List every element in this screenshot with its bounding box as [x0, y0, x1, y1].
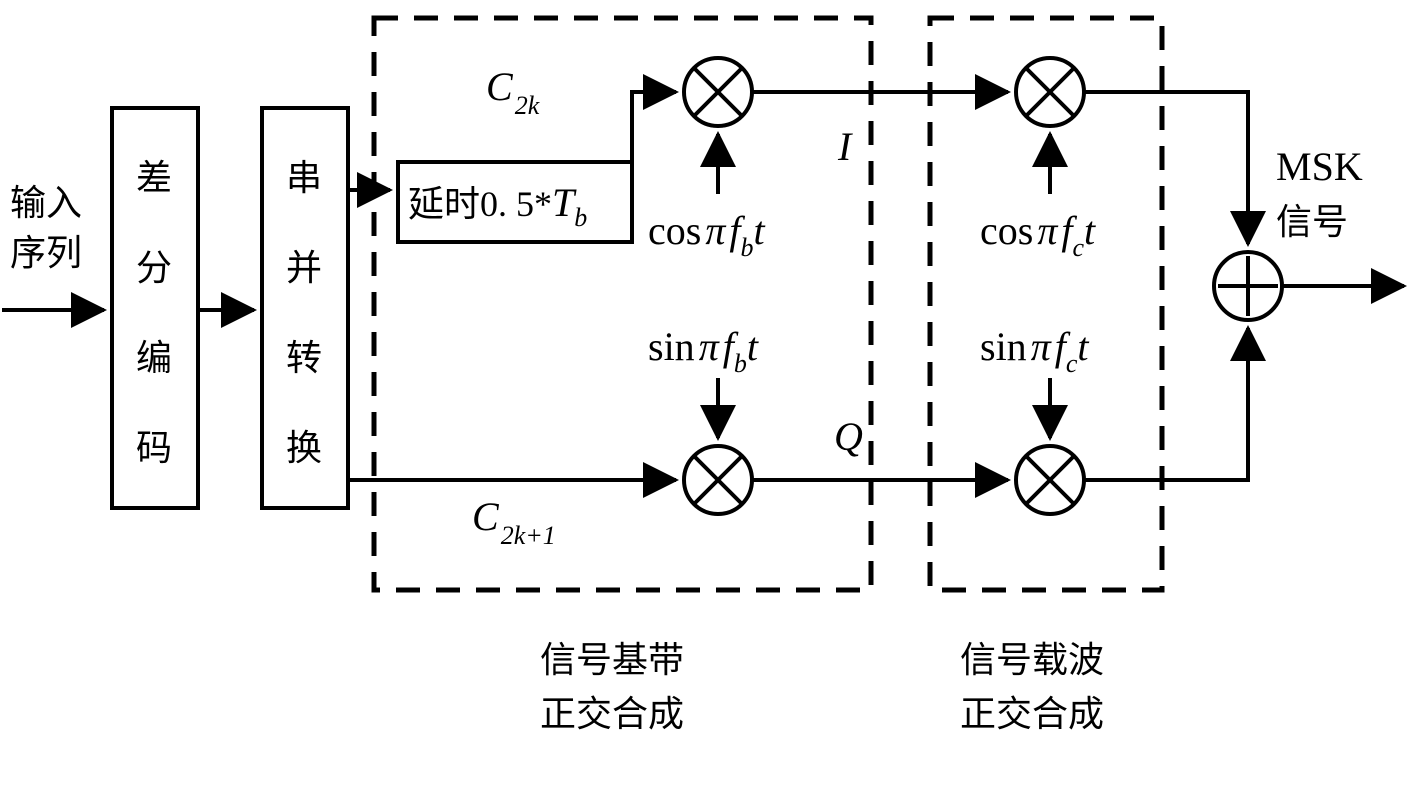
block-sp-l4: 换 — [286, 428, 322, 468]
arrow-crbot-adder — [1084, 328, 1248, 480]
input-label-1: 输入 — [10, 183, 82, 223]
caption-bb-2: 正交合成 — [540, 694, 684, 734]
block-sp-l2: 并 — [286, 248, 322, 288]
block-diff-l1: 差 — [136, 158, 172, 198]
dashbox-carrier — [930, 18, 1162, 590]
dashbox-baseband — [374, 18, 871, 590]
block-delay-text: 延时0. 5*Tb — [408, 180, 587, 232]
I-label: I — [837, 124, 853, 169]
c2k1-label: C2k+1 — [472, 494, 556, 550]
mult-bb-bot — [684, 446, 752, 514]
caption-cr-2: 正交合成 — [960, 694, 1104, 734]
block-diff-l3: 编 — [136, 338, 172, 378]
msk-label-2: 信号 — [1276, 202, 1348, 242]
Q-label: Q — [834, 414, 863, 459]
cos-bb-label: cosπfbt — [648, 208, 766, 262]
block-diff-l2: 分 — [136, 248, 172, 288]
block-sp-l1: 串 — [286, 158, 322, 198]
block-diff-l4: 码 — [136, 428, 172, 468]
cos-cr-label: cosπfct — [980, 208, 1096, 262]
arrow-crtop-adder — [1084, 92, 1248, 244]
adder — [1214, 252, 1282, 320]
caption-bb-1: 信号基带 — [540, 640, 684, 680]
block-sp-l3: 转 — [286, 338, 322, 378]
c2k-label: C2k — [486, 64, 540, 120]
mult-cr-bot — [1016, 446, 1084, 514]
mult-bb-top — [684, 58, 752, 126]
arrow-delay-multtop — [632, 92, 676, 190]
msk-label-1: MSK — [1276, 144, 1363, 189]
sin-cr-label: sinπfct — [980, 324, 1089, 378]
caption-cr-1: 信号载波 — [960, 640, 1104, 680]
msk-block-diagram: 输入 序列 差 分 编 码 串 并 转 换 延时0. 5*Tb C2k C2k+… — [0, 0, 1416, 800]
sin-bb-label: sinπfbt — [648, 324, 759, 378]
input-label-2: 序列 — [10, 233, 82, 273]
mult-cr-top — [1016, 58, 1084, 126]
